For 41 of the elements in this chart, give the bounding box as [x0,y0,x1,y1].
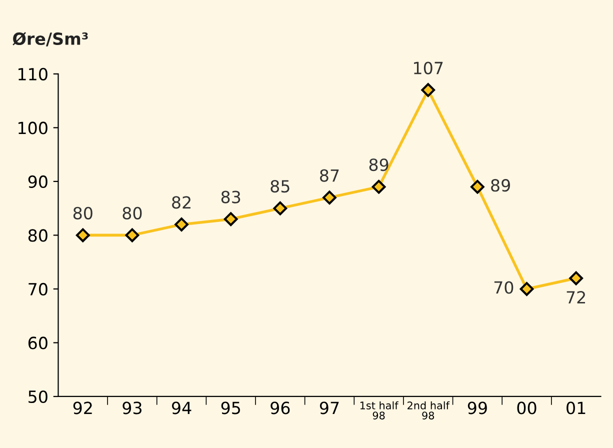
data-label: 80 [73,206,92,220]
x-tick-label: 1st half 98 [360,401,399,420]
y-tick-label: 70 [28,282,48,296]
data-label: 87 [320,169,339,182]
point [421,83,436,97]
x-tick-label: 00 [517,402,536,414]
data-label: 89 [369,158,388,172]
y-tick-label: 80 [28,229,48,242]
x-tick-label: 93 [122,402,142,414]
y-tick-label: 100 [18,122,48,134]
data-label: 85 [270,180,290,193]
data-label: 72 [566,291,586,304]
data-label: 82 [172,196,190,209]
y-tick-label: 90 [28,175,48,188]
point [125,228,140,242]
x-tick-label: 94 [172,402,192,414]
data-label: 80 [122,206,142,220]
point [174,218,188,232]
y-tick-label: 110 [18,68,48,80]
point [372,180,386,194]
data-label: 83 [221,190,240,204]
data-label: 70 [494,281,514,294]
point [470,180,484,194]
point [273,201,288,216]
y-tick-label: 50 [28,390,48,404]
x-tick-label: 99 [468,402,487,414]
point [76,228,90,242]
data-label: 107 [414,62,443,74]
point [569,271,584,286]
x-tick-label: 95 [221,402,240,414]
x-tick-label: 01 [566,402,586,414]
y-axis-title: Øre/Sm³ [12,32,88,46]
y-tick-label: 60 [28,336,48,350]
point [224,212,238,226]
x-tick-label: 96 [270,402,290,414]
point [520,282,534,296]
x-tick-label: 2nd half 98 [408,401,450,420]
point [322,190,336,205]
data-label: 89 [491,179,510,192]
x-tick-label: 97 [320,402,339,414]
x-tick-label: 92 [73,402,92,414]
